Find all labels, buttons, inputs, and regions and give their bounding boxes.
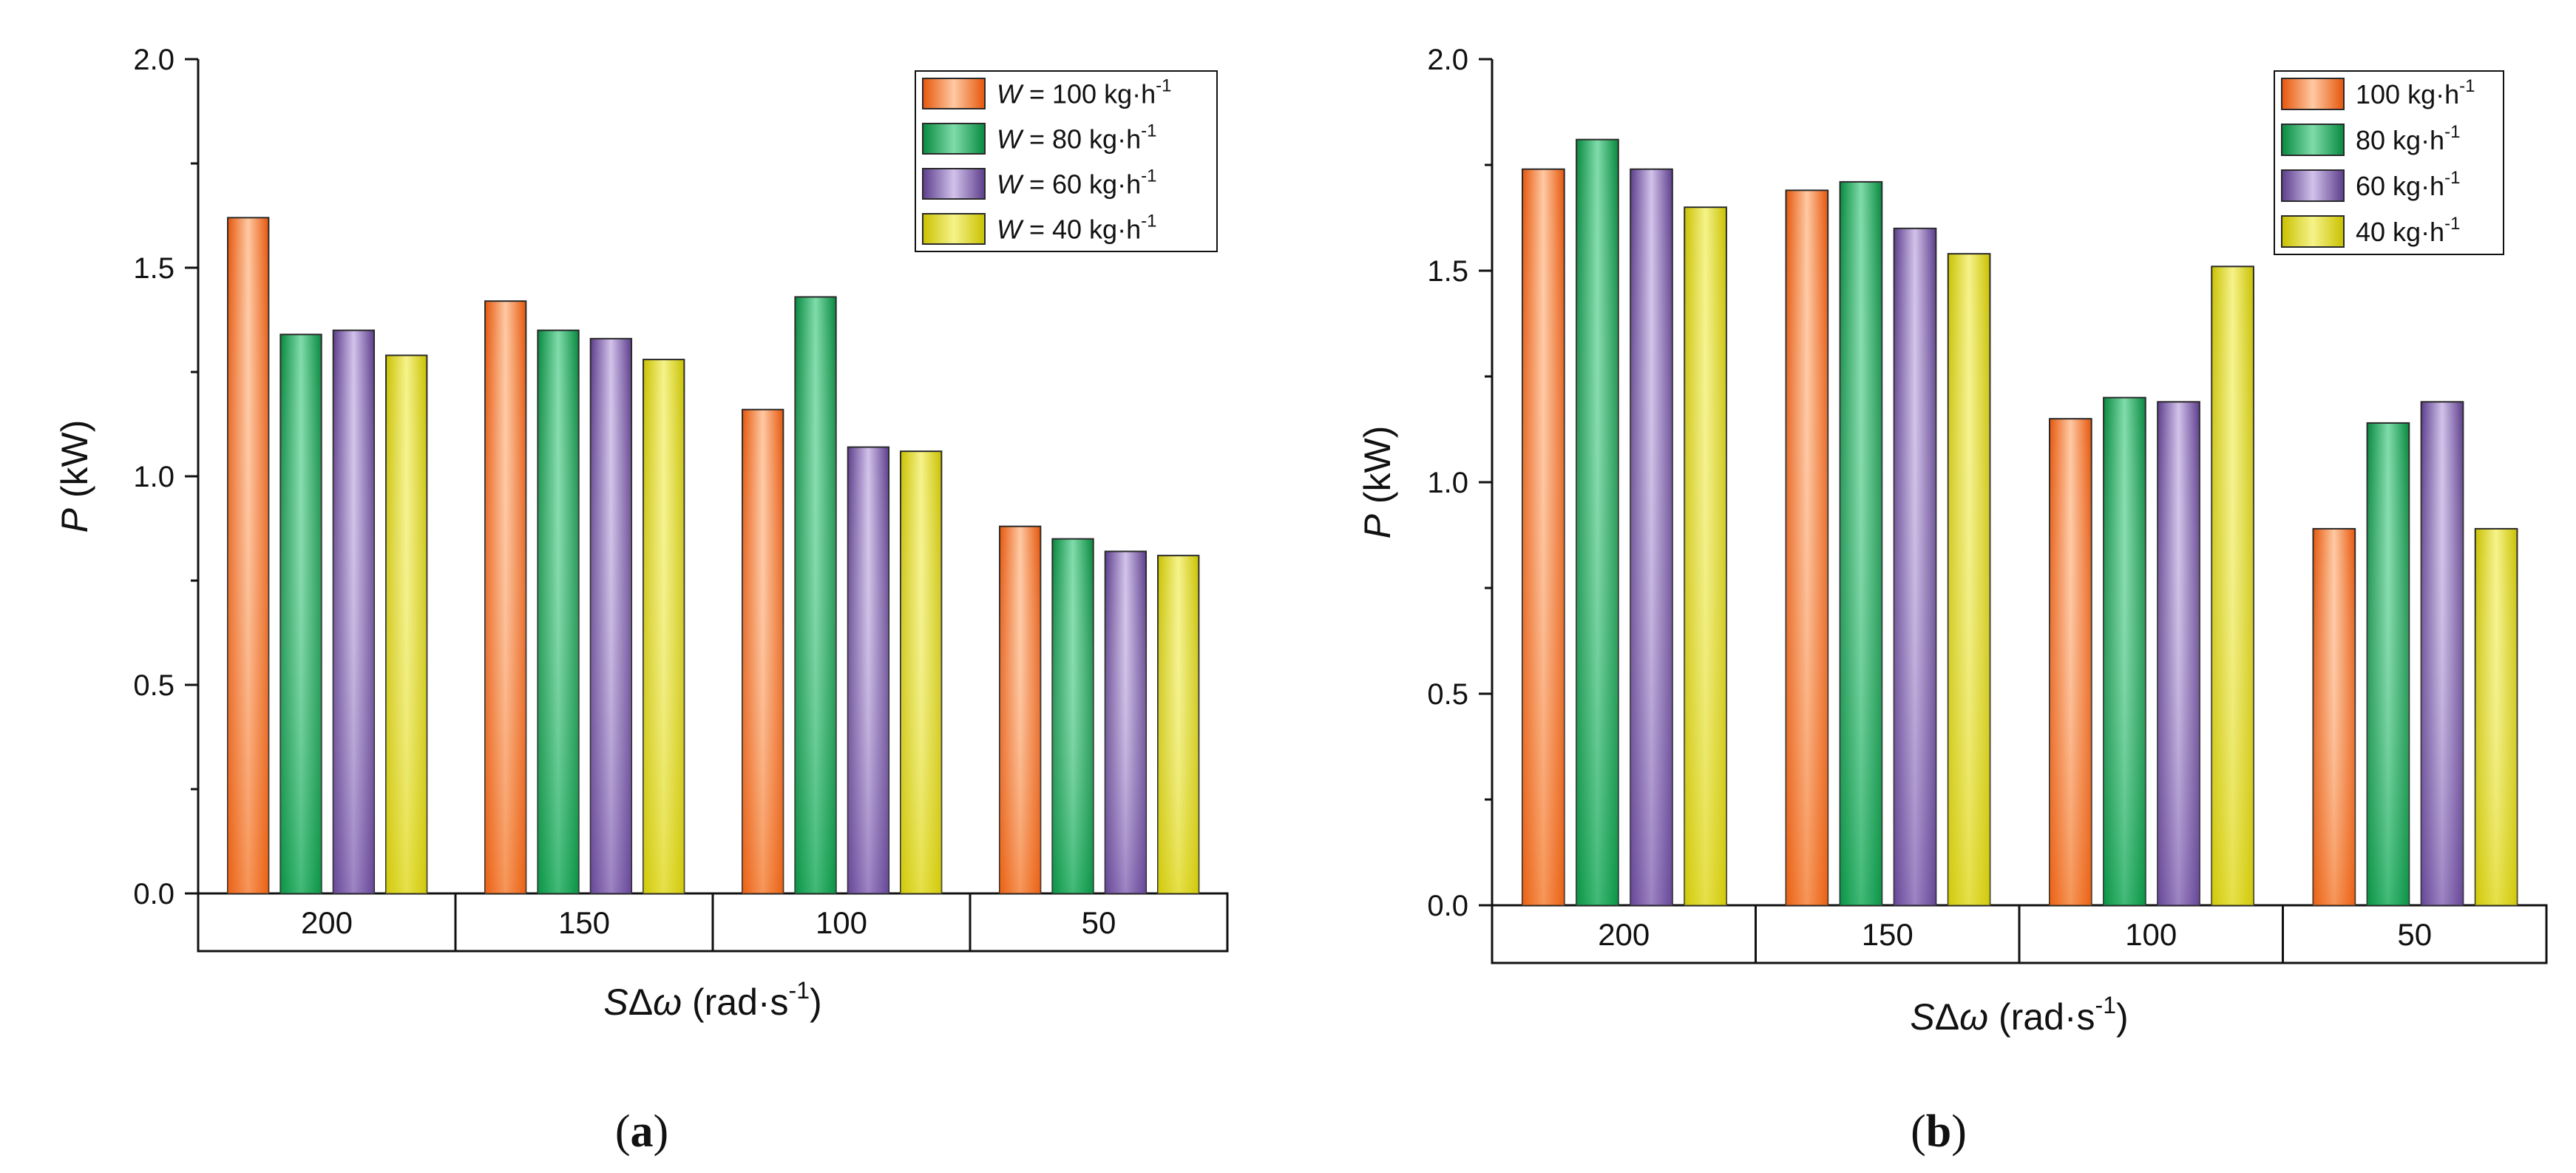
legend: W = 100 kg·h-1 W = 80 kg·h-1 W = 60 kg·h-1… xyxy=(915,70,1218,252)
y-tick-label: 0.0 xyxy=(1427,890,1468,922)
bar-green-100 xyxy=(2103,396,2146,906)
legend-label-purple: 60 kg·h-1 xyxy=(2356,168,2460,201)
bar-green-50 xyxy=(1051,538,1094,894)
y-tick-label: 1.5 xyxy=(133,252,174,285)
bar-yellow-50 xyxy=(2474,527,2518,906)
category-label-200: 200 xyxy=(1598,917,1650,952)
y-axis-title: P (kW) xyxy=(54,420,95,533)
bar-orange-100 xyxy=(2048,418,2092,906)
bar-green-100 xyxy=(794,296,837,895)
y-tick-label: 1.5 xyxy=(1427,255,1468,288)
legend-label-yellow: W = 40 kg·h-1 xyxy=(997,212,1156,245)
panel-label: (a) xyxy=(615,1106,668,1157)
y-tick-label: 2.0 xyxy=(1427,44,1468,76)
bar-purple-100 xyxy=(2157,401,2200,906)
bar-orange-50 xyxy=(2312,527,2356,906)
bar-green-50 xyxy=(2366,422,2410,906)
bar-orange-150 xyxy=(484,300,527,894)
legend-label-orange: W = 100 kg·h-1 xyxy=(997,76,1171,109)
y-tick-label: 1.0 xyxy=(133,461,174,493)
bar-orange-150 xyxy=(1785,189,1829,906)
bar-orange-200 xyxy=(1521,168,1565,907)
chart-panel-a: 0.0 0.5 1.0 1.5 2.0 200 150 100 50 W = 100 kg·h-1… xyxy=(54,44,1229,1157)
bar-yellow-200 xyxy=(1684,206,1727,906)
legend: 100 kg·h-1 80 kg·h-1 60 kg·h-1 40 kg·h-1 xyxy=(2274,70,2504,255)
legend-swatch-green xyxy=(2281,124,2345,156)
bar-purple-150 xyxy=(1893,227,1937,906)
bar-yellow-150 xyxy=(643,359,685,894)
legend-swatch-green xyxy=(922,123,986,155)
bar-purple-50 xyxy=(1104,550,1148,895)
bar-yellow-150 xyxy=(1947,253,1991,906)
bar-green-150 xyxy=(1839,180,1883,906)
y-tick-label: 1.0 xyxy=(1427,467,1468,499)
bar-orange-50 xyxy=(999,525,1042,894)
bar-purple-200 xyxy=(1630,168,1673,907)
x-axis-title: SΔω (rad·s-1) xyxy=(1910,992,2128,1038)
y-tick-label: 0.5 xyxy=(133,669,174,702)
bar-green-200 xyxy=(279,334,322,894)
legend-swatch-yellow xyxy=(2281,215,2345,248)
category-label-50: 50 xyxy=(1082,905,1116,940)
bar-purple-200 xyxy=(332,329,376,895)
legend-label-green: W = 80 kg·h-1 xyxy=(997,121,1156,155)
legend-swatch-orange xyxy=(2281,78,2345,110)
bar-purple-150 xyxy=(589,337,633,894)
bar-orange-200 xyxy=(227,217,270,894)
bar-green-200 xyxy=(1576,138,1619,906)
category-label-150: 150 xyxy=(1862,917,1914,952)
legend-swatch-purple xyxy=(922,168,986,200)
bar-green-150 xyxy=(537,329,580,895)
legend-swatch-orange xyxy=(922,78,986,109)
y-tick-label: 0.0 xyxy=(133,878,174,910)
panel-label: (b) xyxy=(1911,1106,1967,1157)
bar-yellow-200 xyxy=(385,354,428,894)
y-axis-title: P (kW) xyxy=(1357,426,1398,539)
category-label-100: 100 xyxy=(816,905,867,940)
legend-label-yellow: 40 kg·h-1 xyxy=(2356,214,2460,247)
bar-yellow-50 xyxy=(1157,555,1200,894)
x-axis-title: SΔω (rad·s-1) xyxy=(603,977,821,1023)
category-label-200: 200 xyxy=(301,905,353,940)
legend-label-green: 80 kg·h-1 xyxy=(2356,122,2460,155)
y-tick-label: 2.0 xyxy=(133,44,174,76)
legend-label-orange: 100 kg·h-1 xyxy=(2356,76,2475,109)
category-label-100: 100 xyxy=(2125,917,2177,952)
category-label-150: 150 xyxy=(558,905,610,940)
chart-panel-b: 0.0 0.5 1.0 1.5 2.0 200 150 100 50 100 kg·h-1 80 k… xyxy=(1357,44,2548,1157)
bar-yellow-100 xyxy=(900,450,943,894)
y-tick-label: 0.5 xyxy=(1427,678,1468,711)
legend-label-purple: W = 60 kg·h-1 xyxy=(997,166,1156,200)
bar-orange-100 xyxy=(742,408,784,894)
legend-swatch-purple xyxy=(2281,169,2345,202)
bar-purple-50 xyxy=(2420,401,2464,906)
bar-yellow-100 xyxy=(2211,266,2254,906)
category-label-50: 50 xyxy=(2397,917,2432,952)
bar-purple-100 xyxy=(847,446,890,894)
legend-swatch-yellow xyxy=(922,213,986,245)
